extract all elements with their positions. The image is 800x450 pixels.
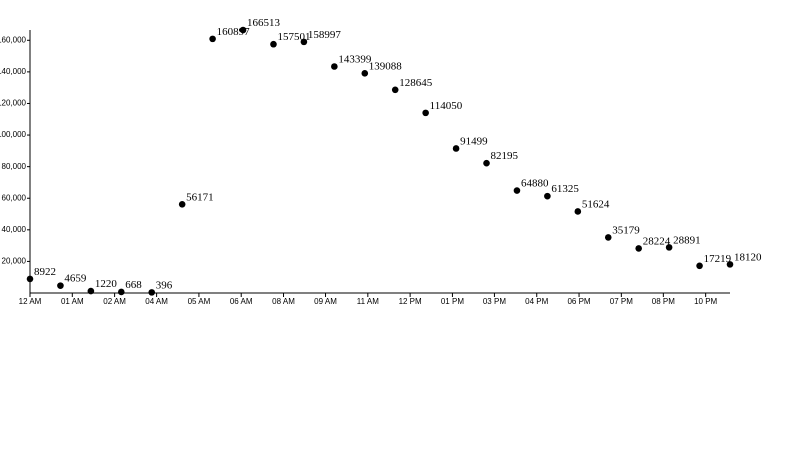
point — [361, 70, 369, 77]
point — [635, 245, 642, 252]
point — [209, 35, 216, 43]
x-tick-label: 06 PM — [567, 297, 590, 306]
y-tick-label: 80,000 — [2, 162, 27, 171]
value-label: 64880 — [521, 178, 549, 190]
point — [422, 109, 429, 117]
point — [574, 208, 582, 215]
point — [696, 262, 703, 270]
point — [87, 287, 95, 295]
point — [604, 234, 612, 241]
point — [300, 38, 308, 46]
y-tick-label: 60,000 — [2, 193, 27, 202]
point — [270, 40, 277, 48]
point — [178, 200, 186, 208]
value-label: 8922 — [34, 266, 56, 278]
value-label: 82195 — [491, 150, 519, 162]
value-label: 28224 — [643, 235, 671, 247]
value-label: 158997 — [308, 29, 342, 41]
value-label: 18120 — [734, 251, 762, 263]
x-tick-label: 07 PM — [610, 297, 633, 306]
x-tick-label: 04 PM — [525, 297, 548, 306]
value-label: 56171 — [186, 191, 214, 203]
value-label: 139088 — [369, 60, 403, 72]
x-tick-label: 10 PM — [694, 297, 717, 306]
value-label: 668 — [125, 279, 142, 291]
x-tick-label: 12 PM — [399, 297, 422, 306]
x-tick-label: 03 PM — [483, 297, 506, 306]
point — [239, 26, 247, 34]
value-label: 17219 — [704, 253, 732, 265]
y-tick-label: 20,000 — [2, 257, 27, 266]
x-tick-label: 11 AM — [357, 297, 379, 306]
value-label: 396 — [156, 279, 173, 291]
value-label: 61325 — [551, 183, 579, 195]
x-tick-label: 02 AM — [103, 297, 126, 306]
x-tick-label: 01 PM — [441, 297, 464, 306]
point — [726, 261, 734, 268]
value-label: 1220 — [95, 278, 118, 290]
x-tick-label: 08 AM — [272, 297, 295, 306]
point — [148, 289, 156, 296]
point — [26, 275, 34, 283]
y-tick-label: 100,000 — [0, 130, 27, 139]
value-label: 4659 — [64, 273, 87, 285]
value-label: 166513 — [247, 17, 280, 29]
value-label: 91499 — [460, 135, 488, 147]
point — [483, 159, 490, 167]
point — [391, 86, 399, 94]
y-tick-label: 40,000 — [2, 225, 27, 234]
x-tick-label: 05 AM — [188, 297, 211, 306]
point — [57, 282, 64, 289]
x-tick-label: 06 AM — [230, 297, 253, 306]
value-label: 51624 — [582, 198, 610, 210]
y-tick-label: 140,000 — [0, 67, 27, 76]
x-tick-label: 09 AM — [314, 297, 337, 306]
x-tick-label: 04 AM — [145, 297, 168, 306]
point — [118, 288, 125, 296]
point — [665, 244, 673, 251]
value-label: 128645 — [399, 77, 433, 89]
y-tick-label: 120,000 — [0, 99, 27, 108]
point — [452, 145, 460, 152]
point — [544, 192, 551, 200]
point — [513, 187, 521, 194]
x-tick-label: 01 AM — [61, 297, 84, 306]
point — [331, 63, 338, 70]
x-tick-label: 12 AM — [19, 297, 42, 306]
value-label: 114050 — [430, 100, 463, 112]
value-label: 143399 — [338, 54, 372, 66]
value-label: 35179 — [612, 224, 640, 236]
value-label: 28891 — [673, 234, 701, 246]
y-tick-label: 160,000 — [0, 35, 27, 44]
x-tick-label: 08 PM — [652, 297, 675, 306]
